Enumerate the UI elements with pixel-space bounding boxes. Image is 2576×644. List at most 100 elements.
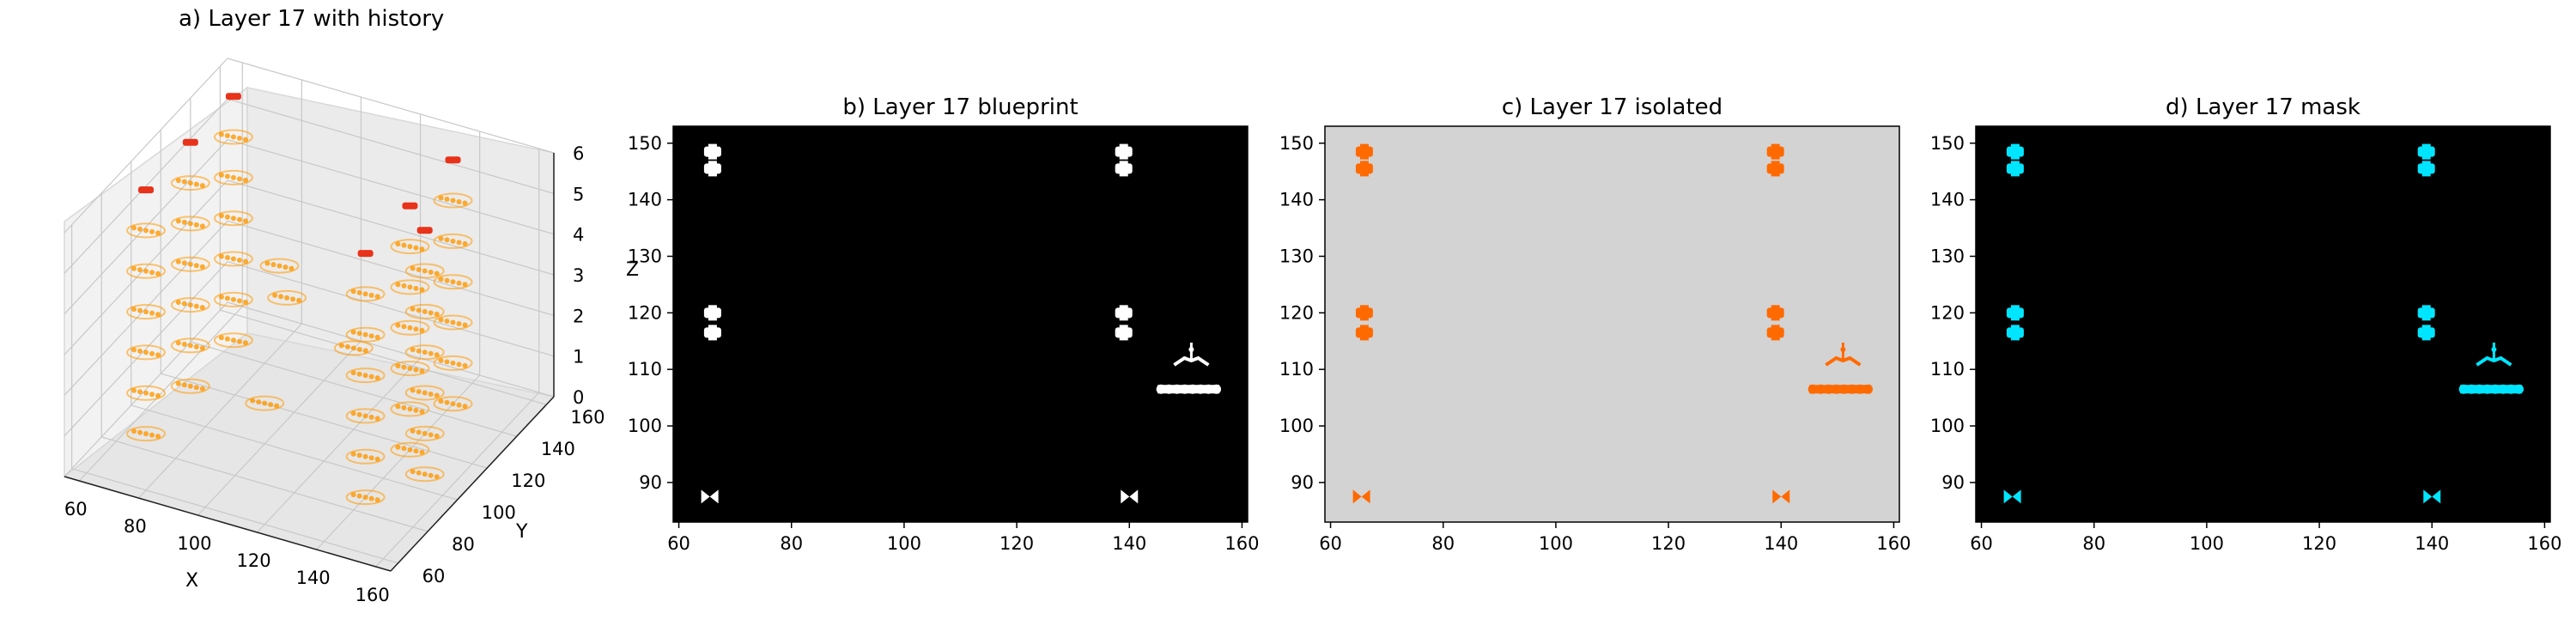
panel-b-marker — [703, 161, 721, 177]
panel-c-ytick-label: 140 — [1279, 190, 1314, 210]
panel-a-history-point — [404, 466, 445, 483]
panel-a-ylabel: Y — [515, 521, 528, 543]
panel-b-xtick-label: 120 — [999, 533, 1034, 554]
panel-b-xtick-label: 100 — [887, 533, 921, 554]
panel-c-ytick-label: 110 — [1279, 359, 1314, 380]
panel-d-marker — [2006, 143, 2024, 160]
panel-d-xtick-label: 140 — [2415, 533, 2449, 554]
panel-b-title: b) Layer 17 blueprint — [842, 94, 1078, 120]
panel-a-gridline — [257, 357, 421, 533]
panel-a-xtick-label: 60 — [64, 499, 88, 519]
panel-b-marker — [1115, 325, 1133, 341]
panel-d-marker — [2417, 143, 2435, 160]
panel-b-xtick-label: 160 — [1224, 533, 1259, 554]
panel-c-ytick-label: 90 — [1291, 472, 1314, 493]
panel-d-xtick-label: 80 — [2082, 533, 2105, 554]
panel-d-xtick-label: 120 — [2302, 533, 2336, 554]
panel-a-gridline — [131, 404, 458, 501]
panel-a-points — [126, 93, 473, 506]
panel-a-y-axis-line — [390, 396, 555, 572]
panel-a-history-point — [433, 396, 473, 412]
panel-a-3d-history: a) Layer 17 with history 608010012014016… — [63, 6, 639, 605]
panel-a-history-point — [390, 441, 430, 458]
panel-a-gridline — [64, 261, 228, 437]
panel-c-isolated: c) Layer 17 isolated 60 80 100 120 140 160 90 1… — [1279, 94, 1911, 554]
panel-d-ytick-label: 100 — [1930, 416, 1965, 436]
panel-a-gridline — [220, 309, 547, 405]
panel-a-gridline — [101, 436, 428, 532]
panel-a-gridline — [64, 220, 228, 396]
panel-c-marker — [1766, 161, 1784, 177]
panel-b-marker — [1115, 305, 1133, 321]
panel-c-xtick-label: 100 — [1539, 533, 1573, 554]
panel-a-ztick-label: 1 — [573, 347, 584, 368]
panel-d-title: d) Layer 17 mask — [2166, 94, 2360, 120]
panel-b-marker — [703, 143, 721, 160]
panel-b-marker — [703, 325, 721, 341]
panel-a-current-point — [138, 186, 154, 194]
panel-a-history-point — [126, 263, 166, 279]
panel-a-gridline — [190, 341, 517, 437]
panel-d-marker — [2417, 325, 2435, 341]
panel-a-history-point — [390, 279, 430, 295]
panel-c-marker — [1355, 325, 1373, 341]
panel-a-xtick-label: 160 — [355, 585, 390, 605]
panel-d-xtick-label: 160 — [2527, 533, 2561, 554]
panel-c-xtick-label: 140 — [1764, 533, 1798, 554]
panel-b-ytick-label: 90 — [639, 472, 662, 493]
panel-a-gridline — [227, 98, 555, 194]
panel-a-history-point — [433, 192, 473, 209]
panel-b-xtick-label: 60 — [667, 533, 690, 554]
panel-a-history-point — [345, 448, 386, 465]
panel-c-marker — [1766, 325, 1784, 341]
panel-d-ytick-label: 150 — [1930, 133, 1965, 154]
panel-d-marker — [2006, 161, 2024, 177]
panel-b-xtick-label: 80 — [780, 533, 803, 554]
panel-a-history-point — [404, 303, 445, 319]
panel-a-gridline — [161, 373, 488, 469]
panel-a-xlabel: X — [185, 570, 198, 592]
panel-d-marker — [2476, 343, 2512, 367]
panel-d-xtick-label: 100 — [2190, 533, 2224, 554]
panel-d-marker — [2006, 325, 2024, 341]
panel-a-current-point — [182, 138, 198, 146]
panel-a-gridline — [227, 261, 555, 357]
panel-a-history-point — [390, 319, 430, 336]
panel-a-zlabel: Z — [626, 259, 639, 281]
panel-a-gridline — [71, 468, 398, 564]
panel-a-gridline — [227, 179, 555, 276]
panel-b-marker — [1173, 343, 1210, 367]
panel-a-ztick-label: 0 — [573, 387, 584, 408]
panel-a-gridline — [64, 179, 228, 355]
panel-d-mask: d) Layer 17 mask 60 80 100 120 140 160 90 100 11… — [1930, 94, 2562, 554]
panel-c-marker — [1355, 305, 1373, 321]
panel-d-ytick-label: 110 — [1930, 359, 1965, 380]
panel-a-history-point — [333, 340, 374, 356]
panel-a-history-point — [259, 258, 300, 274]
panel-d-marker — [2417, 305, 2435, 321]
panel-b-marker — [703, 305, 721, 321]
panel-a-ytick-label: 80 — [452, 534, 475, 555]
panel-c-xtick-label: 160 — [1876, 533, 1911, 554]
panel-d-marker — [2003, 489, 2021, 504]
panel-a-history-point — [213, 169, 253, 185]
panel-a-history-point — [213, 332, 253, 349]
panel-a-history-point — [126, 344, 166, 361]
panel-a-history-point — [245, 395, 285, 411]
panel-a-title: a) Layer 17 with history — [179, 6, 444, 32]
panel-a-history-point — [170, 297, 210, 313]
panel-a-current-point — [357, 250, 374, 258]
panel-a-ztick-label: 2 — [573, 306, 584, 326]
panel-a-history-point — [345, 286, 386, 302]
panel-d-background — [1976, 126, 2550, 522]
panel-a-history-point — [345, 408, 386, 424]
panel-a-history-point — [404, 263, 445, 279]
panel-a-current-point — [445, 156, 461, 164]
panel-a-gridline — [137, 323, 302, 499]
panel-c-marker — [1352, 489, 1370, 504]
panel-a-history-point — [345, 326, 386, 343]
panel-c-ytick-label: 120 — [1279, 302, 1314, 323]
panel-c-ytick-label: 100 — [1279, 416, 1314, 436]
